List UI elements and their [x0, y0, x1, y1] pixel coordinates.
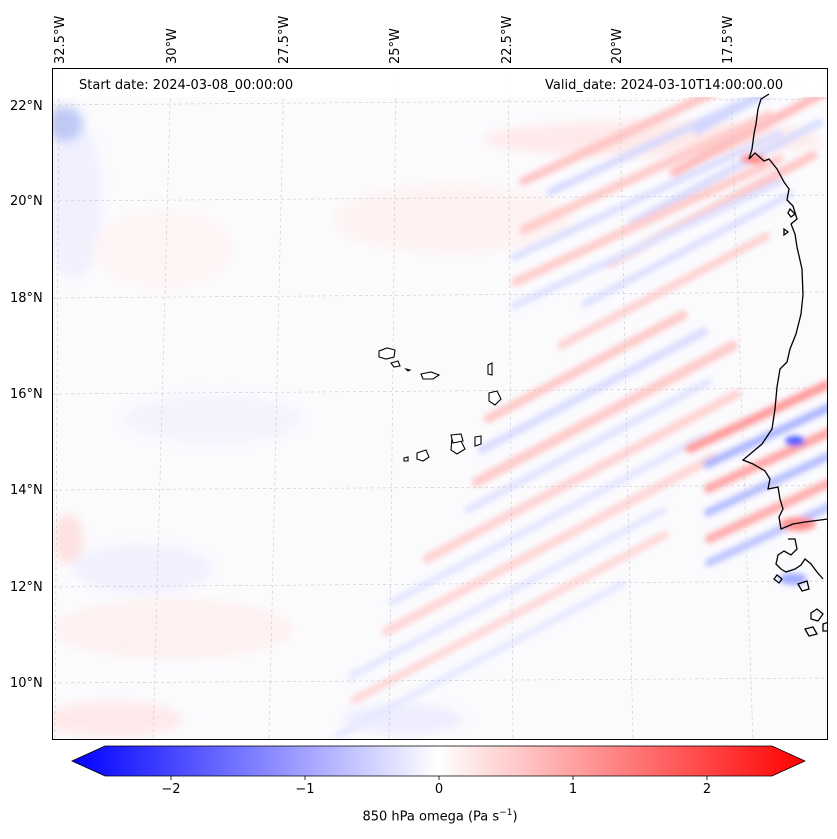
lat-label-10n: 10°N — [10, 676, 43, 691]
colorbar-units: (Pa s — [467, 809, 500, 825]
colorbar-units-close: ) — [512, 809, 518, 825]
start-date-label: Start date: 2024-03-08_00:00:00 — [79, 78, 294, 93]
header-strip — [53, 69, 827, 97]
map-canvas — [53, 69, 827, 739]
colorbar-tick-neg1: −1 — [295, 782, 315, 797]
lat-label-12n: 12°N — [10, 580, 43, 595]
lon-label-32-5w: 32.5°W — [53, 15, 68, 64]
valid-date-label: Valid_date: 2024-03-10T14:00:00.00 — [545, 78, 784, 93]
cape-verde-islands — [378, 347, 502, 462]
lat-label-14n: 14°N — [10, 483, 43, 498]
colorbar-tick-0: 0 — [434, 782, 444, 797]
lon-label-30w: 30°W — [165, 28, 180, 64]
colorbar-tick-2: 2 — [702, 782, 712, 797]
colorbar-bar — [71, 745, 806, 777]
lon-label-27-5w: 27.5°W — [277, 15, 292, 64]
lon-label-20w: 20°W — [610, 28, 625, 64]
lon-label-17-5w: 17.5°W — [721, 15, 736, 64]
lon-label-22-5w: 22.5°W — [500, 15, 515, 64]
colorbar-ticks — [170, 776, 708, 780]
african-coastline — [741, 93, 827, 637]
colorbar-variable: 850 hPa omega — [362, 809, 464, 825]
colorbar-units-exponent: −1 — [499, 808, 513, 818]
colorbar — [71, 745, 806, 780]
omega-field-map[interactable] — [52, 68, 828, 740]
colorbar-tick-1: 1 — [568, 782, 578, 797]
colorbar-label: 850 hPa omega (Pa s−1) — [0, 808, 837, 824]
lat-label-18n: 18°N — [10, 291, 43, 306]
lat-label-22n: 22°N — [10, 99, 43, 114]
lon-label-25w: 25°W — [388, 28, 403, 64]
graticule — [53, 69, 827, 739]
omega-streaks — [334, 69, 827, 739]
lat-label-20n: 20°N — [10, 194, 43, 209]
lat-label-16n: 16°N — [10, 387, 43, 402]
colorbar-tick-neg2: −2 — [161, 782, 181, 797]
